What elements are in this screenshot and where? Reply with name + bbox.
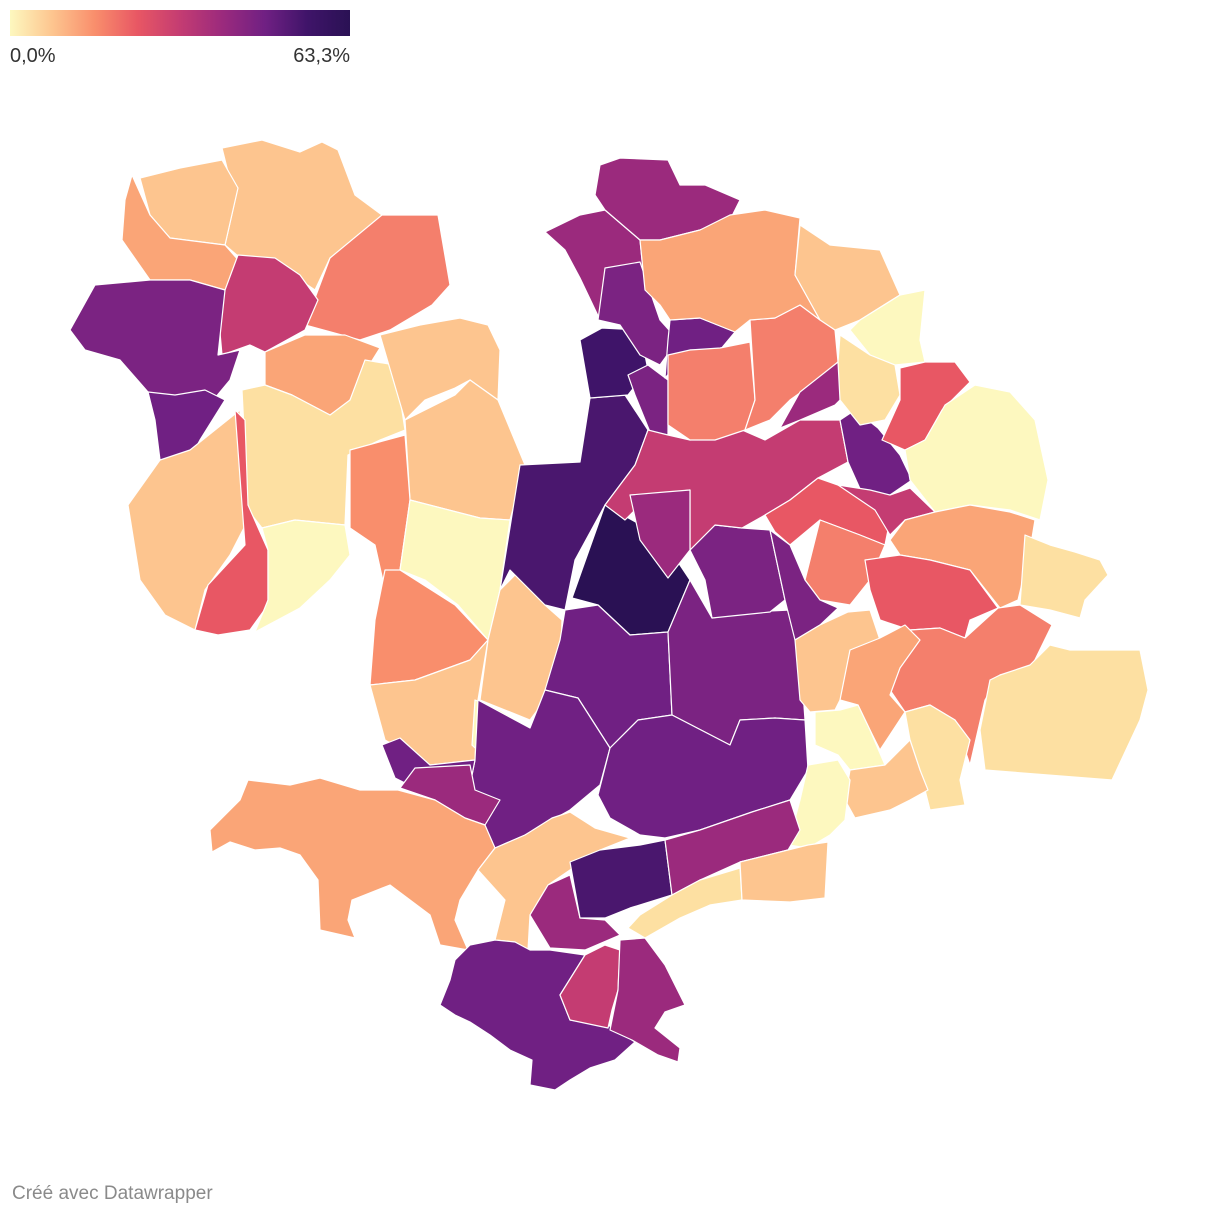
color-legend: 0,0% 63,3% — [10, 10, 350, 69]
district-region[interactable] — [839, 624, 921, 751]
district-region[interactable] — [597, 714, 809, 839]
district-region[interactable] — [864, 554, 999, 639]
district-region[interactable] — [1019, 534, 1109, 619]
district-region[interactable] — [254, 519, 351, 633]
credit-text: Créé avec Datawrapper — [12, 1183, 213, 1204]
district-region[interactable] — [479, 574, 563, 721]
legend-gradient-bar — [10, 10, 350, 36]
district-region[interactable] — [787, 759, 851, 849]
district-region[interactable] — [837, 334, 901, 426]
district-region[interactable] — [559, 944, 621, 1029]
district-region[interactable] — [439, 939, 636, 1091]
district-region[interactable] — [194, 409, 269, 636]
district-region[interactable] — [667, 341, 756, 441]
district-region[interactable] — [629, 489, 691, 579]
district-region[interactable] — [609, 937, 686, 1063]
district-region[interactable] — [739, 841, 829, 903]
district-region[interactable] — [127, 409, 249, 631]
district-region[interactable] — [529, 874, 621, 951]
district-region[interactable] — [979, 644, 1149, 781]
legend-max-label: 63,3% — [293, 45, 350, 67]
district-region[interactable] — [769, 529, 839, 641]
legend-min-label: 0,0% — [10, 45, 56, 67]
district-region[interactable] — [147, 389, 226, 461]
district-region[interactable] — [639, 209, 821, 333]
